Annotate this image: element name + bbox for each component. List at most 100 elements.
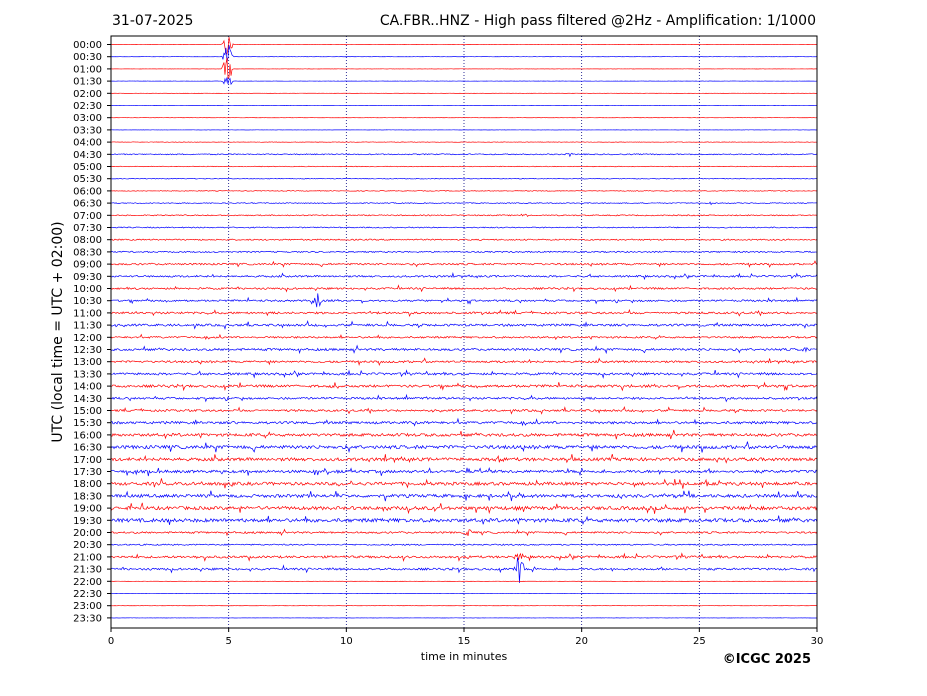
y-tick-label: 16:30 — [73, 443, 102, 454]
y-tick-label: 21:00 — [73, 552, 102, 563]
y-tick-label: 09:00 — [73, 260, 102, 271]
y-tick-label: 02:00 — [73, 89, 102, 100]
y-tick-label: 07:00 — [73, 211, 102, 222]
y-tick-label: 03:30 — [73, 125, 102, 136]
y-tick-label: 08:00 — [73, 235, 102, 246]
trace-row-0800 — [110, 238, 818, 241]
trace-row-1500 — [110, 405, 818, 415]
trace-row-1800 — [110, 478, 818, 489]
y-tick-label: 00:00 — [73, 40, 102, 51]
y-tick-label: 19:30 — [73, 516, 102, 527]
trace-row-2100 — [110, 552, 818, 563]
y-tick-label: 08:30 — [73, 247, 102, 258]
trace-row-0830 — [110, 250, 818, 254]
x-axis-label: time in minutes — [421, 650, 508, 663]
y-tick-label: 17:00 — [73, 455, 102, 466]
y-tick-label: 06:00 — [73, 186, 102, 197]
trace-row-1900 — [110, 502, 818, 515]
y-tick-label: 09:30 — [73, 272, 102, 283]
y-tick-label: 03:00 — [73, 113, 102, 124]
y-tick-label: 15:30 — [73, 418, 102, 429]
x-tick-label: 15 — [458, 636, 471, 647]
trace-row-1600 — [110, 429, 818, 440]
y-tick-label: 13:00 — [73, 357, 102, 368]
y-tick-label: 05:30 — [73, 174, 102, 185]
vertical-gridlines — [228, 36, 700, 628]
y-tick-label: 11:00 — [73, 308, 102, 319]
trace-row-0600 — [110, 190, 818, 192]
y-tick-label: 01:00 — [73, 64, 102, 75]
y-tick-label: 04:30 — [73, 150, 102, 161]
trace-row-1700 — [110, 453, 818, 464]
y-tick-label: 22:00 — [73, 577, 102, 588]
trace-row-0100 — [110, 57, 818, 79]
trace-row-1330 — [110, 369, 818, 379]
trace-rows — [110, 37, 818, 619]
y-tick-label: 17:30 — [73, 467, 102, 478]
trace-row-1630 — [110, 441, 818, 453]
x-tick-label: 10 — [340, 636, 353, 647]
y-tick-label: 15:00 — [73, 406, 102, 417]
trace-row-1100 — [110, 308, 818, 317]
y-tick-label: 11:30 — [73, 321, 102, 332]
trace-row-0730 — [110, 226, 818, 229]
y-tick-label: 19:00 — [73, 504, 102, 515]
y-tick-label: 07:30 — [73, 223, 102, 234]
y-tick-label: 12:00 — [73, 333, 102, 344]
trace-row-2000 — [110, 528, 818, 537]
x-tick-label: 25 — [693, 636, 706, 647]
y-tick-label: 21:30 — [73, 565, 102, 576]
trace-row-1530 — [110, 417, 818, 427]
trace-row-1930 — [110, 515, 818, 526]
trace-row-1030 — [110, 293, 818, 308]
y-tick-label: 23:00 — [73, 601, 102, 612]
trace-row-1430 — [110, 393, 818, 403]
copyright-label: ©ICGC 2025 — [723, 652, 811, 667]
trace-row-0500 — [110, 165, 818, 168]
trace-row-1200 — [110, 333, 818, 341]
trace-row-1230 — [110, 344, 818, 355]
trace-row-1130 — [110, 320, 818, 330]
x-tick-label: 0 — [108, 636, 114, 647]
trace-row-1400 — [110, 381, 818, 392]
y-tick-label: 20:00 — [73, 528, 102, 539]
y-tick-label: 23:30 — [73, 613, 102, 624]
y-tick-label: 14:00 — [73, 382, 102, 393]
trace-row-1830 — [110, 490, 818, 502]
trace-row-1730 — [110, 467, 818, 477]
trace-row-0930 — [110, 272, 818, 281]
y-axis-label: UTC (local time = UTC + 02:00) — [50, 221, 66, 442]
x-tick-label: 30 — [811, 636, 824, 647]
trace-row-0630 — [110, 201, 818, 206]
trace-row-1300 — [110, 357, 818, 366]
plot-frame — [110, 35, 818, 629]
y-tick-label: 10:30 — [73, 296, 102, 307]
trace-row-0430 — [110, 152, 818, 158]
trace-row-0530 — [110, 177, 818, 180]
y-tick-label: 13:30 — [73, 369, 102, 380]
y-tick-label: 12:30 — [73, 345, 102, 356]
trace-row-2130 — [110, 557, 818, 583]
trace-row-0130 — [110, 77, 818, 86]
chart-title: CA.FBR..HNZ - High pass filtered @2Hz - … — [380, 13, 816, 29]
y-tick-label: 18:30 — [73, 491, 102, 502]
y-tick-label: 14:30 — [73, 394, 102, 405]
y-tick-label: 01:30 — [73, 77, 102, 88]
y-tick-label: 06:30 — [73, 199, 102, 210]
trace-row-1000 — [110, 284, 818, 293]
y-tick-label: 10:00 — [73, 284, 102, 295]
x-tick-label: 20 — [575, 636, 588, 647]
trace-row-0700 — [110, 213, 818, 217]
date-label: 31-07-2025 — [112, 13, 193, 29]
x-tick-label: 5 — [225, 636, 231, 647]
trace-row-0000 — [110, 37, 818, 55]
y-tick-label: 00:30 — [73, 52, 102, 63]
trace-row-2030 — [110, 543, 818, 546]
x-axis-ticks: 0 5 10 15 20 25 30 — [108, 628, 824, 647]
y-tick-label: 02:30 — [73, 101, 102, 112]
y-tick-label: 18:00 — [73, 479, 102, 490]
y-tick-label: 22:30 — [73, 589, 102, 600]
y-tick-label: 04:00 — [73, 138, 102, 149]
